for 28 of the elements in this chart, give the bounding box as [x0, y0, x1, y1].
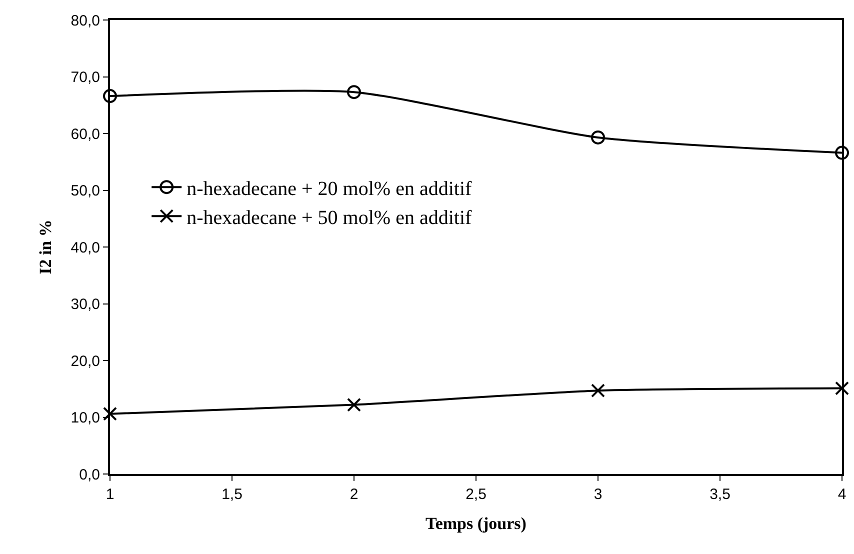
x-tick-label: 3,5 [710, 486, 730, 503]
y-tick-label: 60,0 [70, 126, 100, 143]
point [591, 384, 605, 398]
x-tick-label: 3 [594, 486, 602, 503]
point [347, 85, 361, 100]
y-tick-label: 40,0 [70, 239, 100, 256]
x-tick-label: 1 [106, 486, 114, 503]
x-tick-label: 2 [350, 486, 358, 503]
y-tick-label: 0,0 [79, 466, 100, 484]
y-axis-title: I2 in % [36, 220, 55, 274]
x-tick-label: 4 [838, 486, 846, 503]
point [835, 146, 849, 160]
x-tick-label: 1,5 [222, 486, 242, 503]
legend-label: n-hexadecane + 50 mol% en additif [186, 206, 472, 229]
y-tick-label: 80,0 [70, 12, 100, 30]
point [103, 406, 117, 421]
y-tick-label: 20,0 [70, 352, 100, 370]
point [103, 89, 117, 104]
x-axis-title: Temps (jours) [426, 514, 526, 533]
point [591, 130, 605, 144]
legend-label: n-hexadecane + 20 mol% en additif [186, 178, 472, 200]
y-tick-label: 50,0 [70, 182, 100, 200]
point [835, 381, 849, 396]
y-tick-label: 30,0 [70, 296, 100, 313]
x-tick-label: 2,5 [466, 486, 486, 503]
y-tick-label: 70,0 [70, 69, 100, 86]
point [347, 398, 361, 412]
y-tick-label: 10,0 [70, 410, 100, 426]
